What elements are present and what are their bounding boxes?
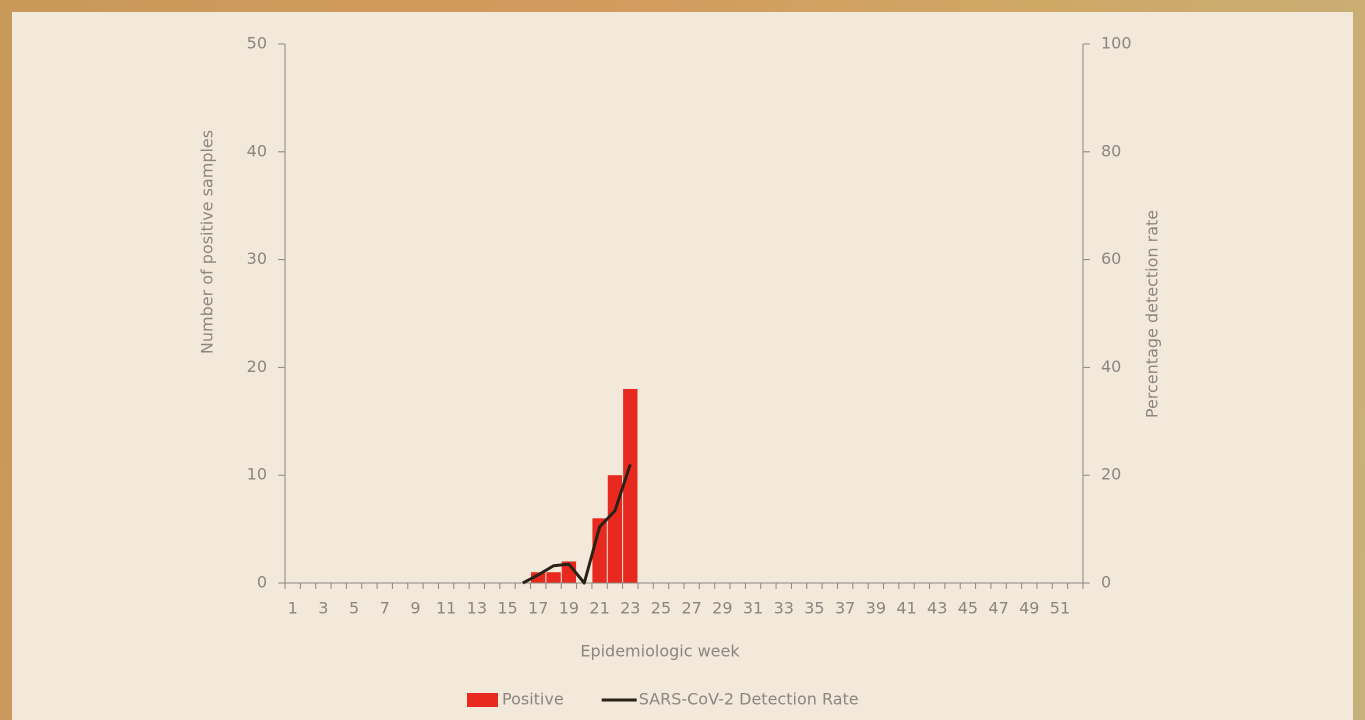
y-tick-label: 30 [247, 249, 267, 268]
legend-swatch [467, 693, 498, 707]
x-tick-label: 35 [804, 599, 824, 618]
x-tick-label: 51 [1050, 599, 1070, 618]
bar [546, 572, 561, 583]
y-tick-label: 0 [257, 573, 267, 592]
x-tick-label: 11 [436, 599, 456, 618]
panel [12, 12, 1353, 720]
x-tick-label: 17 [528, 599, 548, 618]
line [522, 463, 632, 585]
y2-tick-label: 100 [1101, 34, 1132, 53]
legend-label: SARS-CoV-2 Detection Rate [639, 690, 859, 709]
y2-tick-label: 60 [1101, 249, 1121, 268]
x-tick-label: 7 [380, 599, 390, 618]
x-tick-label: 43 [927, 599, 947, 618]
y-tick-label: 40 [247, 141, 267, 160]
x-tick-label: 25 [651, 599, 671, 618]
y-tick-label: 10 [247, 465, 267, 484]
x-tick-label: 41 [896, 599, 916, 618]
x-tick-label: 1 [288, 599, 298, 618]
x-tick-label: 5 [349, 599, 359, 618]
x-tick-label: 29 [712, 599, 732, 618]
x-tick-label: 39 [866, 599, 886, 618]
x-tick-label: 21 [589, 599, 609, 618]
x-tick-label: 33 [774, 599, 794, 618]
x-tick-label: 27 [681, 599, 701, 618]
y2-tick-label: 40 [1101, 357, 1121, 376]
x-tick-label: 31 [743, 599, 763, 618]
x-tick-label: 37 [835, 599, 855, 618]
y-axis-label: Number of positive samples [198, 130, 217, 354]
x-tick-label: 9 [410, 599, 420, 618]
y2-tick-label: 20 [1101, 465, 1121, 484]
legend-label: Positive [502, 690, 564, 709]
x-tick-label: 49 [1019, 599, 1039, 618]
bar [531, 572, 546, 583]
x-tick-label: 23 [620, 599, 640, 618]
y2-tick-label: 0 [1101, 573, 1111, 592]
x-tick-label: 47 [988, 599, 1008, 618]
y-tick-label: 50 [247, 34, 267, 53]
x-tick-label: 13 [467, 599, 487, 618]
y2-tick-label: 80 [1101, 141, 1121, 160]
x-tick-label: 19 [559, 599, 579, 618]
x-axis-label: Epidemiologic week [580, 642, 740, 661]
y-tick-label: 20 [247, 357, 267, 376]
y2-axis-label: Percentage detection rate [1143, 210, 1162, 418]
x-tick-label: 3 [318, 599, 328, 618]
bar [623, 388, 638, 583]
x-tick-label: 15 [497, 599, 517, 618]
x-tick-label: 45 [958, 599, 978, 618]
